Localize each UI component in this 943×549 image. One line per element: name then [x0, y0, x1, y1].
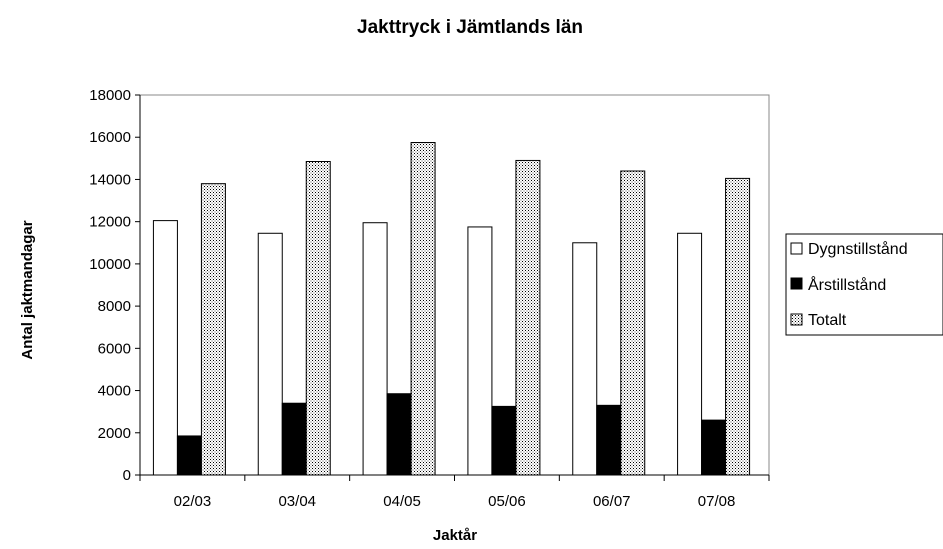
bar-totalt-06-07: [620, 170, 646, 476]
legend-label-dygnstillstand: Dygnstillstånd: [808, 240, 908, 258]
y-axis-title: Antal jaktmandagar: [19, 220, 36, 359]
x-tick-label: 07/08: [698, 493, 736, 510]
legend-label-totalt: Totalt: [808, 312, 847, 329]
bar-totalt-04-05: [410, 142, 436, 476]
x-tick-label: 06/07: [593, 493, 631, 510]
bar-arstillstand-06-07: [596, 404, 622, 476]
legend-box: [785, 233, 943, 336]
bar-dygnstillstand-03-04: [257, 232, 283, 476]
legend-swatch-totalt: [790, 313, 803, 326]
y-tick-label: 18000: [89, 87, 131, 104]
x-axis-title: Jaktår: [433, 527, 477, 544]
y-tick-label: 2000: [98, 425, 131, 442]
bar-totalt-03-04: [305, 161, 331, 476]
y-tick-label: 8000: [98, 298, 131, 315]
chart-title: Jakttryck i Jämtlands län: [357, 17, 583, 38]
legend-swatch-dygnstillstand: [790, 242, 803, 255]
bar-totalt-02-03: [200, 183, 226, 476]
x-tick-label: 03/04: [278, 493, 316, 510]
y-axis: 0 2000 4000 6000 8000 10000 12000 14000 16000 180…: [89, 87, 141, 484]
bars-group: [152, 142, 751, 476]
x-tick-label: 05/06: [488, 493, 526, 510]
y-tick-label: 6000: [98, 340, 131, 357]
bar-dygnstillstand-02-03: [152, 220, 178, 476]
x-tick-label: 02/03: [174, 493, 212, 510]
bar-dygnstillstand-04-05: [362, 222, 388, 476]
bar-dygnstillstand-05-06: [467, 226, 493, 476]
legend: Dygnstillstånd Årstillstånd Totalt: [785, 233, 943, 336]
legend-swatch-arstillstand: [790, 277, 803, 290]
bar-arstillstand-07-08: [701, 419, 727, 476]
bar-dygnstillstand-06-07: [572, 242, 598, 476]
y-tick-label: 10000: [89, 256, 131, 273]
bar-arstillstand-02-03: [176, 435, 202, 476]
bar-arstillstand-05-06: [491, 405, 517, 476]
bar-arstillstand-04-05: [386, 393, 412, 476]
bar-totalt-07-08: [725, 177, 751, 476]
y-tick-label: 14000: [89, 171, 131, 188]
legend-label-arstillstand: Årstillstånd: [808, 275, 886, 294]
y-tick-label: 4000: [98, 383, 131, 400]
y-tick-label: 0: [123, 467, 131, 484]
bar-dygnstillstand-07-08: [677, 232, 703, 476]
x-axis: 02/03 03/04 04/05 05/06 06/07 07/08: [139, 474, 770, 510]
y-tick-label: 12000: [89, 214, 131, 231]
bar-totalt-05-06: [515, 159, 541, 476]
plot-area: [139, 94, 770, 476]
y-tick-label: 16000: [89, 129, 131, 146]
bar-arstillstand-03-04: [281, 402, 307, 476]
x-tick-label: 04/05: [383, 493, 421, 510]
